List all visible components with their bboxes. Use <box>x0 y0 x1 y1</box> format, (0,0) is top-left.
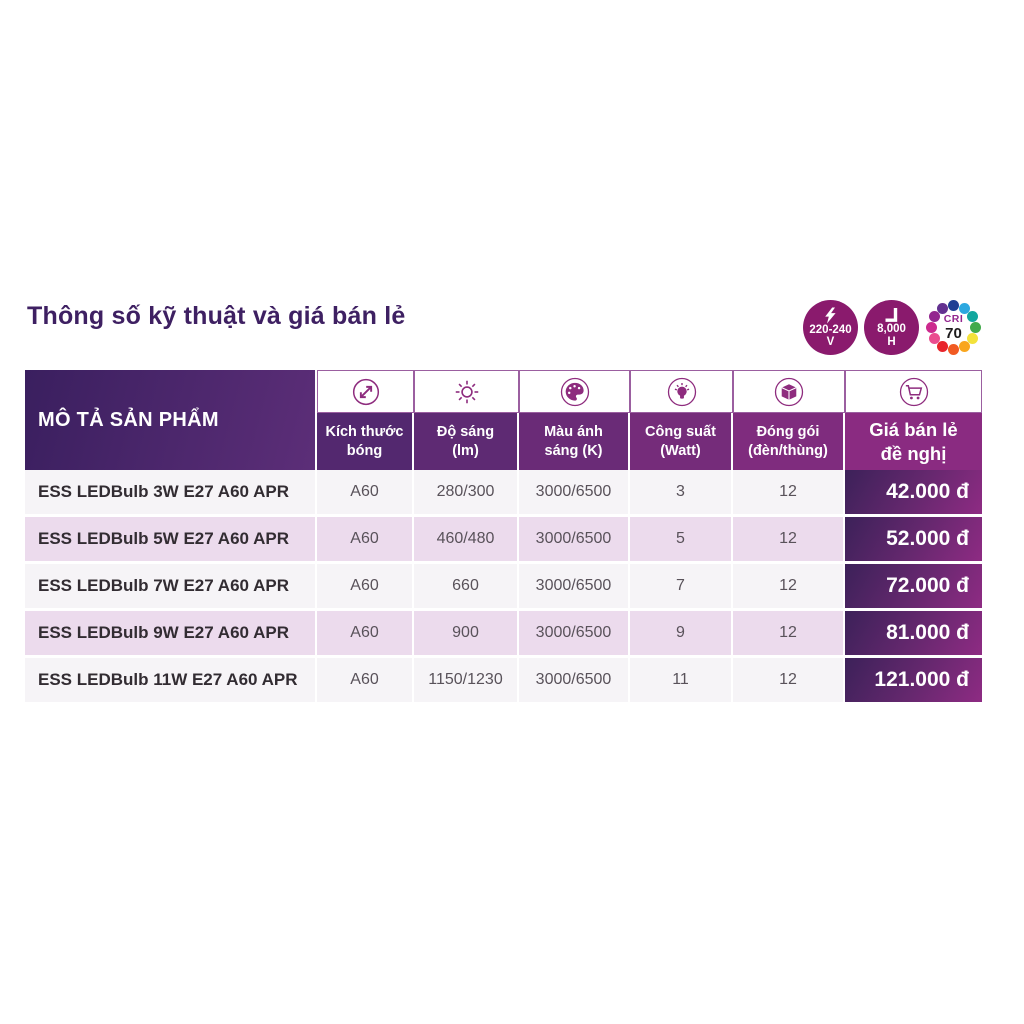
cri-value: 70 <box>945 324 962 342</box>
column-header-label: Công suất (Watt) <box>645 424 716 459</box>
spec-price-table: MÔ TẢ SẢN PHẨM <box>25 370 982 705</box>
column-header-label: Độ sáng (lm) <box>436 424 495 459</box>
column-header-size: Kích thước bóng <box>317 413 414 470</box>
packaging-value: 12 <box>733 658 845 705</box>
packaging-value: 12 <box>733 470 845 517</box>
wattage-value: 11 <box>630 658 733 705</box>
cri-dot <box>967 333 979 344</box>
brightness-icon <box>414 370 519 413</box>
lumens-value: 1150/1230 <box>414 658 519 705</box>
size-value: A60 <box>317 564 414 611</box>
palette-icon <box>519 370 630 413</box>
package-icon <box>733 370 845 413</box>
voltage-badge: 220-240 V <box>803 300 858 355</box>
cri-ring: CRI 70 <box>925 299 982 356</box>
color-temp-value: 3000/6500 <box>519 611 630 658</box>
cri-dot <box>959 302 970 314</box>
price-value: 72.000 đ <box>845 564 982 611</box>
product-name: ESS LEDBulb 5W E27 A60 APR <box>25 517 317 564</box>
price-value: 121.000 đ <box>845 658 982 705</box>
size-value: A60 <box>317 611 414 658</box>
packaging-value: 12 <box>733 517 845 564</box>
feature-badges: 220-240 V 8,000 H CRI 70 <box>803 299 982 356</box>
voltage-value: 220-240 <box>809 323 852 336</box>
cri-dot <box>959 341 970 353</box>
wattage-value: 5 <box>630 517 733 564</box>
product-name: ESS LEDBulb 7W E27 A60 APR <box>25 564 317 611</box>
color-temp-value: 3000/6500 <box>519 564 630 611</box>
cri-center: CRI 70 <box>925 299 982 356</box>
wattage-value: 9 <box>630 611 733 658</box>
product-name: ESS LEDBulb 9W E27 A60 APR <box>25 611 317 658</box>
product-name: ESS LEDBulb 3W E27 A60 APR <box>25 470 317 517</box>
cri-dot <box>967 311 979 322</box>
cri-dot <box>970 322 981 333</box>
price-value: 81.000 đ <box>845 611 982 658</box>
cart-icon <box>845 370 982 413</box>
size-value: A60 <box>317 517 414 564</box>
lifetime-value: 8,000 <box>877 323 906 335</box>
wattage-value: 7 <box>630 564 733 611</box>
column-header-packaging: Đóng gói (đèn/thùng) <box>733 413 845 470</box>
cri-dot <box>937 341 948 353</box>
bulb-icon <box>630 370 733 413</box>
lifetime-unit: H <box>887 335 896 348</box>
dimension-icon <box>317 370 414 413</box>
wattage-value: 3 <box>630 470 733 517</box>
column-header-label: Màu ánh sáng (K) <box>544 424 603 459</box>
cri-dot <box>937 302 948 314</box>
size-value: A60 <box>317 470 414 517</box>
column-header-color-temp: Màu ánh sáng (K) <box>519 413 630 470</box>
cri-dot <box>926 322 937 333</box>
lumens-value: 280/300 <box>414 470 519 517</box>
page-title: Thông số kỹ thuật và giá bán lẻ <box>27 302 406 330</box>
lifetime-badge: 8,000 H <box>864 300 919 355</box>
voltage-unit: V <box>826 336 835 348</box>
color-temp-value: 3000/6500 <box>519 517 630 564</box>
packaging-value: 12 <box>733 611 845 658</box>
lumens-value: 900 <box>414 611 519 658</box>
cri-label: CRI <box>943 313 964 326</box>
column-header-price: Giá bán lẻ đề nghị <box>845 413 982 470</box>
size-value: A60 <box>317 658 414 705</box>
lightning-icon <box>823 307 838 325</box>
clock-icon <box>883 307 900 324</box>
column-header-label: Giá bán lẻ đề nghị <box>869 419 958 464</box>
packaging-value: 12 <box>733 564 845 611</box>
price-value: 42.000 đ <box>845 470 982 517</box>
cri-dot <box>948 344 959 355</box>
cri-dot <box>928 311 940 322</box>
color-temp-value: 3000/6500 <box>519 470 630 517</box>
product-name: ESS LEDBulb 11W E27 A60 APR <box>25 658 317 705</box>
lumens-value: 460/480 <box>414 517 519 564</box>
color-temp-value: 3000/6500 <box>519 658 630 705</box>
product-column-header: MÔ TẢ SẢN PHẨM <box>25 370 317 470</box>
column-header-wattage: Công suất (Watt) <box>630 413 733 470</box>
column-header-label: Kích thước bóng <box>325 424 404 459</box>
cri-dot <box>948 300 959 311</box>
price-value: 52.000 đ <box>845 517 982 564</box>
column-header-lumens: Độ sáng (lm) <box>414 413 519 470</box>
column-header-label: Đóng gói (đèn/thùng) <box>748 424 828 459</box>
cri-dot <box>928 333 940 344</box>
lumens-value: 660 <box>414 564 519 611</box>
